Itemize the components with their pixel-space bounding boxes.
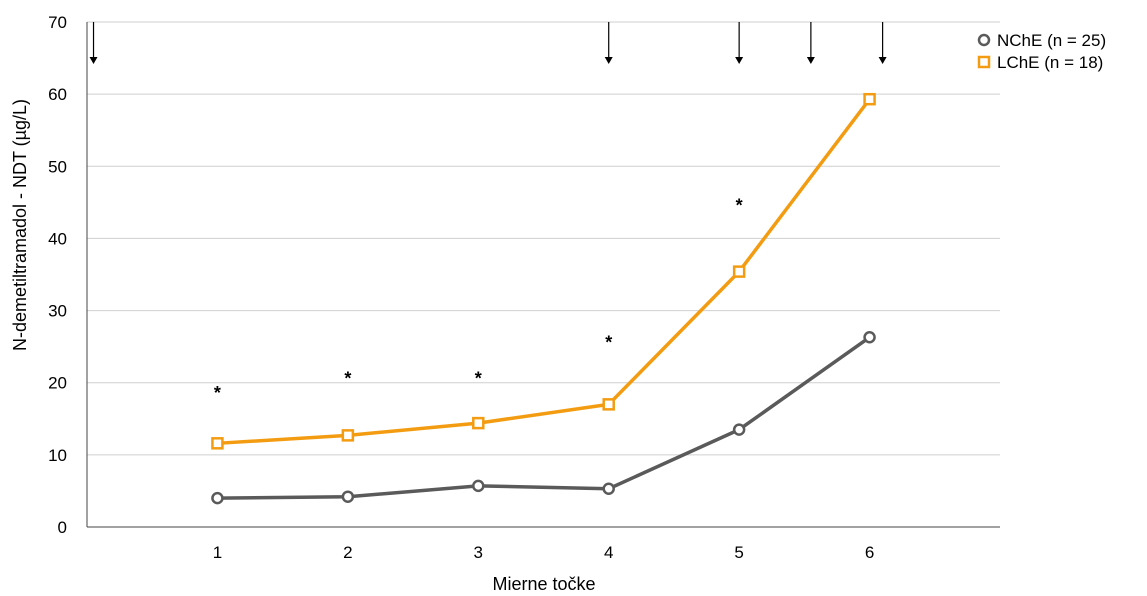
down-arrow-icon bbox=[878, 22, 887, 64]
data-point bbox=[863, 92, 876, 106]
x-tick-label: 1 bbox=[213, 543, 222, 562]
data-point bbox=[732, 423, 746, 436]
significance-star: * bbox=[605, 332, 612, 352]
down-arrow-icon bbox=[89, 22, 98, 64]
data-point bbox=[472, 416, 485, 430]
data-point bbox=[863, 331, 876, 344]
down-arrow-icon bbox=[806, 22, 815, 64]
significance-star: * bbox=[736, 195, 743, 215]
legend-circle-icon bbox=[977, 33, 991, 47]
legend-square-icon bbox=[977, 55, 991, 69]
axes bbox=[86, 22, 1000, 528]
legend-entry: NChE (n = 25) bbox=[977, 31, 1106, 50]
x-tick-label: 2 bbox=[343, 543, 352, 562]
y-tick-label: 30 bbox=[48, 302, 67, 321]
x-tick-label: 6 bbox=[865, 543, 874, 562]
data-point bbox=[211, 491, 224, 505]
legend: NChE (n = 25) LChE (n = 18) bbox=[977, 31, 1106, 72]
data-point bbox=[602, 398, 615, 411]
arrow-annotations bbox=[89, 22, 887, 64]
legend-entry: LChE (n = 18) bbox=[977, 53, 1103, 72]
down-arrow-icon bbox=[735, 22, 744, 64]
data-point bbox=[341, 490, 355, 503]
x-tick-labels: 1 2 3 4 5 6 bbox=[213, 543, 875, 562]
y-axis-label: N-demetiltramadol - NDT (µg/L) bbox=[10, 99, 30, 351]
y-tick-label: 70 bbox=[48, 13, 67, 32]
series-line bbox=[217, 98, 871, 446]
significance-star: * bbox=[344, 369, 351, 389]
x-tick-label: 4 bbox=[604, 543, 613, 562]
data-point bbox=[602, 482, 615, 496]
series-circle bbox=[211, 331, 876, 505]
y-tick-label: 0 bbox=[58, 518, 67, 537]
gridlines bbox=[87, 21, 1000, 456]
significance-annotations: * * * * * bbox=[214, 195, 743, 403]
y-tick-labels: 0 10 20 30 40 50 60 70 bbox=[48, 13, 67, 537]
y-tick-label: 20 bbox=[48, 374, 67, 393]
series-line bbox=[217, 335, 871, 500]
x-tick-label: 3 bbox=[474, 543, 483, 562]
significance-star: * bbox=[214, 383, 221, 403]
series-square bbox=[211, 92, 876, 450]
significance-star: * bbox=[475, 369, 482, 389]
y-tick-label: 10 bbox=[48, 446, 67, 465]
legend-label: LChE (n = 18) bbox=[997, 53, 1103, 72]
legend-label: NChE (n = 25) bbox=[997, 31, 1106, 50]
x-axis-label: Mierne točke bbox=[492, 574, 595, 594]
data-point bbox=[211, 437, 224, 450]
y-tick-label: 60 bbox=[48, 85, 67, 104]
down-arrow-icon bbox=[604, 22, 613, 64]
series-group bbox=[211, 92, 876, 505]
y-tick-label: 40 bbox=[48, 229, 67, 248]
data-point bbox=[472, 479, 485, 493]
x-tick-label: 5 bbox=[734, 543, 743, 562]
data-point bbox=[732, 265, 746, 278]
y-tick-label: 50 bbox=[48, 157, 67, 176]
data-point bbox=[341, 429, 355, 442]
